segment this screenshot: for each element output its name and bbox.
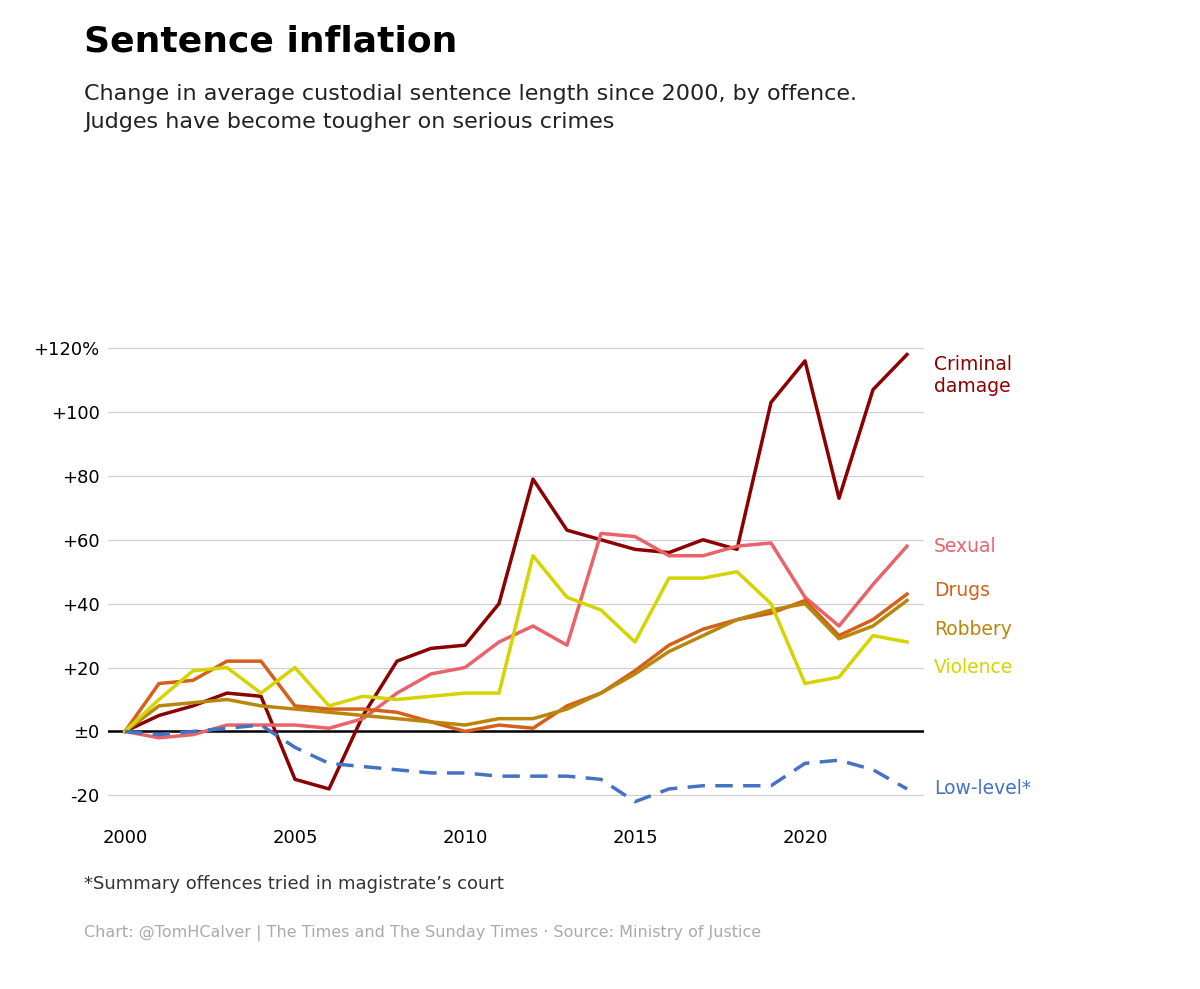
Text: Sentence inflation: Sentence inflation [84, 25, 457, 58]
Text: Low-level*: Low-level* [934, 779, 1031, 798]
Text: Criminal
damage: Criminal damage [934, 354, 1012, 396]
Text: Violence: Violence [934, 658, 1014, 677]
Text: Change in average custodial sentence length since 2000, by offence.
Judges have : Change in average custodial sentence len… [84, 84, 857, 133]
Text: Sexual: Sexual [934, 537, 997, 556]
Text: Chart: @TomHCalver | The Times and The Sunday Times · Source: Ministry of Justic: Chart: @TomHCalver | The Times and The S… [84, 925, 761, 941]
Text: Robbery: Robbery [934, 620, 1012, 639]
Text: Drugs: Drugs [934, 582, 990, 600]
Text: *Summary offences tried in magistrate’s court: *Summary offences tried in magistrate’s … [84, 875, 504, 893]
